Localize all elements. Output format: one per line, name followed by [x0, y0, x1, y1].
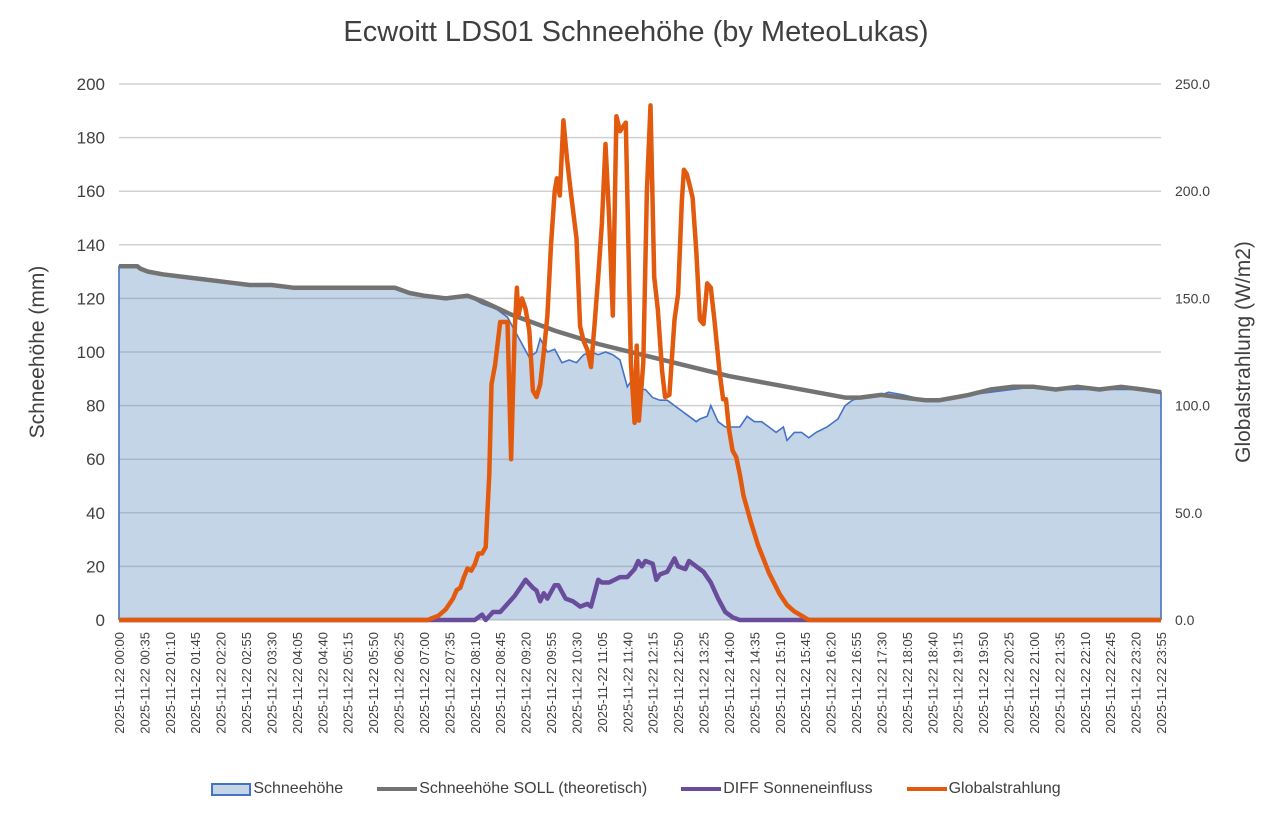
legend-label: Globalstrahlung: [948, 780, 1061, 797]
x-tick-label: 2025-11-22 02:55: [239, 632, 254, 734]
legend-item-soll: Schneehöhe SOLL (theoretisch): [377, 780, 647, 798]
line-swatch-icon: [681, 787, 722, 791]
x-tick-label: 2025-11-22 08:10: [468, 632, 483, 734]
x-tick-label: 2025-11-22 00:35: [137, 632, 152, 734]
line-series: [119, 556, 1161, 623]
y-tick-label: 100: [77, 343, 105, 362]
x-tick-label: 2025-11-22 05:15: [341, 632, 356, 734]
x-tick-label: 2025-11-22 11:05: [595, 632, 610, 733]
x-tick-label: 2025-11-22 22:10: [1078, 632, 1093, 734]
line-series: [119, 103, 1161, 623]
y2-tick-label: 250.0: [1175, 76, 1210, 92]
x-tick-label: 2025-11-22 03:30: [264, 632, 279, 734]
x-tick-label: 2025-11-22 18:05: [900, 632, 915, 734]
y-tick-label: 200: [77, 75, 105, 94]
x-tick-label: 2025-11-22 21:35: [1052, 632, 1067, 734]
y-tick-label: 160: [77, 182, 105, 201]
x-tick-label: 2025-11-22 01:45: [188, 632, 203, 734]
x-tick-label: 2025-11-22 14:00: [722, 632, 737, 734]
x-tick-label: 2025-11-22 13:25: [697, 632, 712, 734]
line-swatch-icon: [377, 787, 418, 791]
x-tick-label: 2025-11-22 06:25: [392, 632, 407, 734]
x-tick-label: 2025-11-22 21:00: [1027, 632, 1042, 734]
x-tick-label: 2025-11-22 23:20: [1129, 632, 1144, 734]
x-tick-label: 2025-11-22 18:40: [925, 632, 940, 734]
y2-tick-label: 50.0: [1175, 505, 1202, 521]
x-tick-label: 2025-11-22 04:05: [290, 632, 305, 734]
x-tick-label: 2025-11-22 23:55: [1154, 632, 1169, 734]
x-tick-label: 2025-11-22 07:00: [417, 632, 432, 734]
x-tick-label: 2025-11-22 01:10: [163, 632, 178, 734]
x-tick-label: 2025-11-22 12:50: [671, 632, 686, 734]
x-tick-label: 2025-11-22 12:15: [646, 632, 661, 734]
y2-tick-label: 200.0: [1175, 183, 1210, 199]
y2-axis-title: Globalstrahlung (W/m2): [1232, 241, 1255, 463]
y-tick-label: 40: [86, 504, 105, 523]
y2-tick-label: 100.0: [1175, 398, 1210, 414]
x-tick-label: 2025-11-22 22:45: [1103, 632, 1118, 734]
x-tick-label: 2025-11-22 04:40: [315, 632, 330, 734]
line-series: [119, 263, 1162, 403]
y-tick-label: 140: [77, 236, 105, 255]
x-tick-label: 2025-11-22 19:50: [976, 632, 991, 734]
y-axis-title: Schneehöhe (mm): [26, 266, 49, 439]
y-tick-label: 180: [77, 129, 105, 148]
y-tick-label: 60: [86, 450, 105, 469]
x-tick-label: 2025-11-22 14:35: [747, 632, 762, 734]
x-tick-label: 2025-11-22 00:00: [112, 632, 127, 734]
y-tick-label: 80: [86, 397, 105, 416]
y-tick-label: 0: [96, 611, 105, 630]
area-swatch-icon: [211, 782, 252, 796]
x-tick-label: 2025-11-22 07:35: [442, 632, 457, 734]
x-tick-label: 2025-11-22 16:20: [824, 632, 839, 734]
legend-label: DIFF Sonneneinfluss: [723, 780, 873, 797]
x-tick-label: 2025-11-22 02:20: [214, 632, 229, 734]
x-tick-label: 2025-11-22 16:55: [849, 632, 864, 734]
legend-item-globalstrahlung: Globalstrahlung: [906, 780, 1061, 798]
line-swatch-icon: [906, 787, 947, 791]
y-tick-label: 120: [77, 289, 105, 308]
legend-label: Schneehöhe: [253, 780, 344, 797]
x-tick-label: 2025-11-22 05:50: [366, 632, 381, 734]
legend-label: Schneehöhe SOLL (theoretisch): [419, 780, 648, 797]
y2-tick-label: 0.0: [1175, 612, 1195, 628]
x-tick-label: 2025-11-22 15:10: [773, 632, 788, 734]
legend: Schneehöhe Schneehöhe SOLL (theoretisch)…: [0, 780, 1272, 798]
x-tick-label: 2025-11-22 09:55: [544, 632, 559, 734]
x-tick-label: 2025-11-22 08:45: [493, 632, 508, 734]
x-tick-label: 2025-11-22 17:30: [874, 632, 889, 734]
x-tick-label: 2025-11-22 20:25: [1002, 632, 1017, 734]
legend-item-schneehoehe: Schneehöhe: [211, 780, 343, 798]
x-tick-label: 2025-11-22 11:40: [620, 632, 635, 733]
y2-tick-label: 150.0: [1175, 290, 1210, 306]
x-tick-label: 2025-11-22 10:30: [569, 632, 584, 734]
y-tick-label: 20: [86, 557, 105, 576]
x-tick-label: 2025-11-22 09:20: [519, 632, 534, 734]
area-series-schneehoehe: [119, 266, 1161, 620]
x-tick-label: 2025-11-22 19:15: [951, 632, 966, 734]
legend-item-diff: DIFF Sonneneinfluss: [681, 780, 873, 798]
chart-title: Ecwoitt LDS01 Schneehöhe (by MeteoLukas): [343, 16, 929, 48]
x-tick-label: 2025-11-22 15:45: [798, 632, 813, 734]
